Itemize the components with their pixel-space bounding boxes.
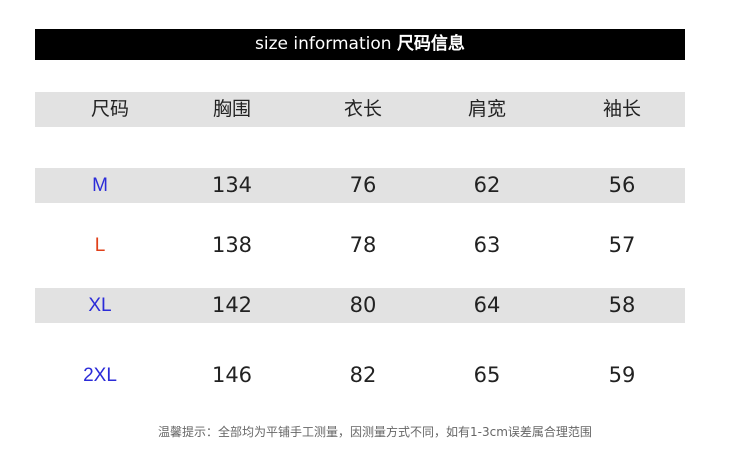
measurement-cell: 63 [473,233,501,257]
measurement-cell: 57 [608,233,636,257]
measurement-cell: 146 [211,363,253,387]
table-row: 2XL 146 82 65 59 [35,358,685,393]
measurement-cell: 56 [608,173,636,197]
header-band [35,92,685,127]
measurement-cell: 62 [473,173,501,197]
table-row: M 134 76 62 56 [35,168,685,203]
measurement-cell: 58 [608,293,636,317]
measurement-cell: 82 [349,363,377,387]
title-zh: 尺码信息 [396,34,465,54]
header-sleeve: 袖长 [602,98,641,120]
size-label: 2XL [83,365,117,386]
size-label: M [92,175,108,196]
table-header: 尺码 胸围 衣长 肩宽 袖长 [35,92,685,127]
measurement-cell: 138 [211,233,253,257]
measurement-note: 温馨提示：全部均为平铺手工测量，因测量方式不同，如有1-3cm误差属合理范围 [158,425,592,439]
header-size: 尺码 [90,98,129,120]
title-en: size information [255,34,392,54]
header-chest: 胸围 [212,98,251,120]
measurement-cell: 142 [211,293,253,317]
table-row: L 138 78 63 57 [35,228,685,263]
size-label: XL [88,295,112,316]
measurement-cell: 78 [349,233,377,257]
table-row: XL 142 80 64 58 [35,288,685,323]
measurement-cell: 59 [608,363,636,387]
measurement-cell: 76 [349,173,377,197]
size-label: L [94,235,106,256]
measurement-cell: 65 [473,363,501,387]
measurement-cell: 64 [473,293,501,317]
measurement-cell: 134 [211,173,253,197]
measurement-cell: 80 [349,293,377,317]
row-band-m [35,168,685,203]
title-bar: size information 尺码信息 [35,29,685,60]
row-band-xl [35,288,685,323]
header-shoulder: 肩宽 [467,98,506,120]
header-length: 衣长 [343,98,382,120]
